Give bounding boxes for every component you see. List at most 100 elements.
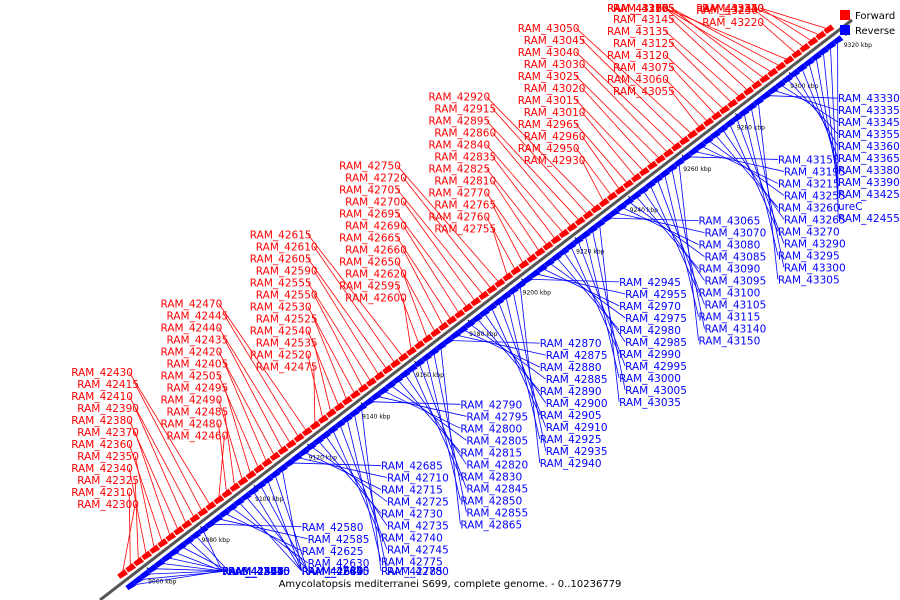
forward-leader-line xyxy=(307,282,372,383)
reverse-gene-feature xyxy=(327,424,339,435)
forward-leader-line xyxy=(396,285,420,346)
forward-gene-label: RAM_42860 xyxy=(434,128,496,140)
forward-leader-line xyxy=(134,432,171,537)
forward-gene-feature xyxy=(269,451,281,462)
forward-gene-feature xyxy=(406,346,417,356)
reverse-gene-feature xyxy=(695,140,707,151)
forward-gene-label: RAM_42490 xyxy=(161,394,223,406)
reverse-leader-line xyxy=(281,468,303,572)
forward-gene-label: RAM_42460 xyxy=(167,430,229,442)
reverse-gene-feature xyxy=(471,313,483,323)
forward-leader-line xyxy=(224,315,300,438)
forward-leader-line xyxy=(492,228,508,277)
forward-leader-line xyxy=(402,201,476,302)
forward-gene-label: RAM_42750 xyxy=(339,161,401,173)
forward-gene-feature xyxy=(478,290,490,301)
forward-leader-line xyxy=(218,435,225,500)
reverse-leader-line xyxy=(389,384,467,441)
forward-gene-feature xyxy=(550,234,562,245)
forward-gene-feature xyxy=(655,154,666,164)
forward-gene-label: RAM_42505 xyxy=(161,370,223,382)
reverse-gene-label: ureC xyxy=(838,201,863,213)
reverse-gene-feature xyxy=(276,463,288,474)
forward-leader-line xyxy=(218,399,244,482)
forward-gene-label: RAM_42530 xyxy=(250,301,312,313)
reverse-gene-label: RAM_42925 xyxy=(540,434,602,446)
reverse-gene-feature xyxy=(168,547,180,557)
reverse-gene-feature xyxy=(825,40,837,51)
forward-leader-line xyxy=(575,27,693,135)
forward-gene-label: RAM_42300 xyxy=(77,499,139,511)
forward-gene-label: RAM_42470 xyxy=(161,298,223,310)
forward-gene-label: RAM_42615 xyxy=(250,229,312,241)
reverse-gene-label: RAM_43080 xyxy=(699,240,761,252)
forward-gene-feature xyxy=(374,371,385,381)
forward-gene-label: RAM_43075 xyxy=(613,62,675,74)
forward-gene-feature xyxy=(646,160,658,171)
reverse-leader-line xyxy=(469,323,546,380)
reverse-gene-feature xyxy=(666,163,678,173)
forward-gene-feature xyxy=(285,439,297,449)
reverse-gene-label: RAM_43425 xyxy=(838,189,900,201)
forward-leader-line xyxy=(396,237,452,321)
forward-leader-line xyxy=(134,408,187,525)
reverse-leader-line xyxy=(700,145,779,184)
forward-gene-feature xyxy=(157,538,169,548)
forward-gene-feature xyxy=(390,358,401,369)
reverse-gene-label: RAM_42640 xyxy=(308,566,370,578)
reverse-gene-label: RAM_42805 xyxy=(466,435,528,447)
reverse-leader-line xyxy=(649,184,699,293)
reverse-leader-line xyxy=(801,67,839,159)
forward-leader-line xyxy=(486,168,549,247)
reverse-gene-feature xyxy=(745,101,757,112)
reverse-gene-feature xyxy=(818,46,829,56)
forward-gene-feature xyxy=(751,80,763,90)
tick-label: 9120 kbp xyxy=(309,455,337,462)
reverse-gene-feature xyxy=(832,35,844,45)
forward-leader-line xyxy=(581,159,605,203)
reverse-gene-feature xyxy=(709,129,721,140)
reverse-leader-line xyxy=(346,418,382,562)
reverse-gene-feature xyxy=(464,319,476,329)
reverse-gene-feature xyxy=(457,324,469,335)
reverse-gene-label: RAM_42850 xyxy=(460,495,522,507)
forward-leader-line xyxy=(128,419,179,531)
forward-leader-line xyxy=(313,270,380,377)
forward-gene-label: RAM_42895 xyxy=(428,116,490,128)
reverse-gene-feature xyxy=(377,385,389,396)
reverse-gene-label: RAM_43270 xyxy=(778,226,840,238)
tick-label: 9300 kbp xyxy=(790,83,818,90)
reverse-leader-line xyxy=(360,407,382,572)
reverse-leader-line xyxy=(166,557,229,572)
reverse-gene-label: RAM_43085 xyxy=(705,252,767,264)
forward-gene-feature xyxy=(510,265,522,276)
forward-gene-label: RAM_42950 xyxy=(518,143,580,155)
reverse-gene-label: RAM_43335 xyxy=(838,105,900,117)
forward-leader-line xyxy=(670,7,781,67)
reverse-leader-line xyxy=(231,507,308,564)
forward-gene-feature xyxy=(422,333,434,344)
forward-gene-label: RAM_42660 xyxy=(345,245,407,257)
reverse-gene-feature xyxy=(680,152,692,162)
reverse-gene-feature xyxy=(702,135,714,145)
forward-gene-feature xyxy=(317,414,329,424)
forward-leader-line xyxy=(396,165,500,284)
forward-gene-feature xyxy=(518,259,530,270)
reverse-gene-label: RAM_42790 xyxy=(460,399,522,411)
tick-label: 9280 kbp xyxy=(737,124,765,131)
forward-gene-feature xyxy=(325,408,337,418)
forward-gene-feature xyxy=(622,179,634,189)
reverse-gene-label: RAM_43390 xyxy=(838,177,900,189)
forward-leader-line xyxy=(224,339,284,451)
forward-leader-line xyxy=(581,87,653,166)
reverse-leader-line xyxy=(721,128,785,220)
reverse-gene-label: RAM_42635 xyxy=(302,566,364,578)
forward-leader-line xyxy=(492,180,541,253)
reverse-leader-line xyxy=(620,206,699,246)
reverse-gene-feature xyxy=(500,291,512,301)
forward-gene-feature xyxy=(638,166,650,177)
reverse-gene-label: RAM_42630 xyxy=(308,558,370,570)
forward-leader-line xyxy=(128,371,211,507)
tick-label: 9080 kbp xyxy=(202,537,230,544)
reverse-gene-label: RAM_42375 xyxy=(228,566,290,578)
